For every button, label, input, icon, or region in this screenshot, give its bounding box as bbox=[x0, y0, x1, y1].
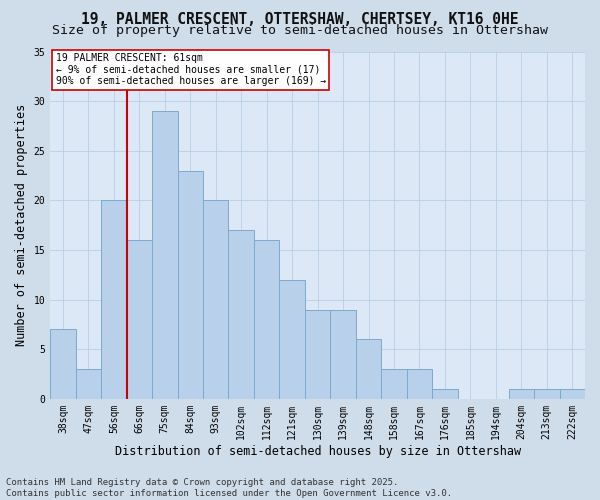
Bar bbox=[127, 240, 152, 399]
X-axis label: Distribution of semi-detached houses by size in Ottershaw: Distribution of semi-detached houses by … bbox=[115, 444, 521, 458]
Bar bbox=[101, 200, 127, 399]
Text: 19 PALMER CRESCENT: 61sqm
← 9% of semi-detached houses are smaller (17)
90% of s: 19 PALMER CRESCENT: 61sqm ← 9% of semi-d… bbox=[56, 53, 326, 86]
Bar bbox=[356, 340, 381, 399]
Text: Size of property relative to semi-detached houses in Ottershaw: Size of property relative to semi-detach… bbox=[52, 24, 548, 37]
Bar bbox=[50, 330, 76, 399]
Y-axis label: Number of semi-detached properties: Number of semi-detached properties bbox=[15, 104, 28, 346]
Bar bbox=[229, 230, 254, 399]
Bar bbox=[76, 369, 101, 399]
Bar bbox=[509, 389, 534, 399]
Bar bbox=[254, 240, 280, 399]
Bar bbox=[331, 310, 356, 399]
Bar bbox=[560, 389, 585, 399]
Text: 19, PALMER CRESCENT, OTTERSHAW, CHERTSEY, KT16 0HE: 19, PALMER CRESCENT, OTTERSHAW, CHERTSEY… bbox=[81, 12, 519, 28]
Bar bbox=[178, 170, 203, 399]
Bar bbox=[203, 200, 229, 399]
Bar bbox=[305, 310, 331, 399]
Bar bbox=[432, 389, 458, 399]
Text: Contains HM Land Registry data © Crown copyright and database right 2025.
Contai: Contains HM Land Registry data © Crown c… bbox=[6, 478, 452, 498]
Bar bbox=[407, 369, 432, 399]
Bar bbox=[280, 280, 305, 399]
Bar bbox=[381, 369, 407, 399]
Bar bbox=[152, 111, 178, 399]
Bar bbox=[534, 389, 560, 399]
